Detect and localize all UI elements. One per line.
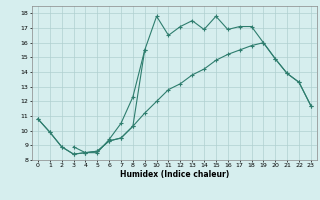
X-axis label: Humidex (Indice chaleur): Humidex (Indice chaleur) xyxy=(120,170,229,179)
